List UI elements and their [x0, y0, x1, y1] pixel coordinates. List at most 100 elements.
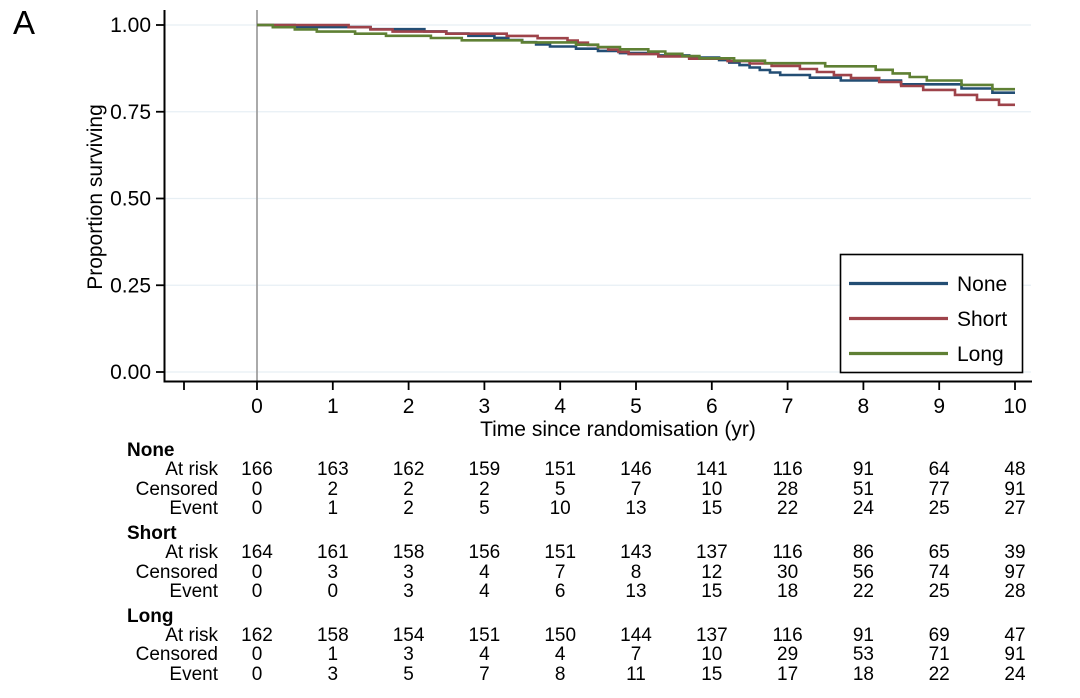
x-tick-label: 1: [327, 395, 339, 418]
risk-value: 2: [403, 478, 414, 500]
risk-value: 2: [327, 478, 339, 500]
risk-value: 0: [251, 498, 263, 520]
x-tick-label: 0: [251, 395, 263, 418]
risk-row-label: At risk: [165, 542, 218, 564]
x-tick-label: 8: [858, 395, 870, 418]
risk-value: 39: [1004, 542, 1026, 564]
risk-value: 56: [852, 561, 874, 583]
legend-entry-long: Long: [849, 343, 1004, 366]
risk-value: 30: [777, 561, 799, 583]
legend-label: Short: [957, 308, 1007, 331]
risk-value: 163: [316, 459, 349, 481]
risk-value: 47: [1004, 625, 1026, 646]
y-tick-label: 0.00: [110, 361, 151, 384]
risk-value: 143: [620, 542, 652, 564]
risk-value: 0: [251, 644, 263, 666]
risk-group-header: Long: [127, 605, 174, 627]
risk-value: 3: [327, 663, 339, 685]
risk-value: 0: [251, 561, 263, 583]
risk-value: 28: [777, 478, 799, 500]
legend-label: None: [957, 273, 1007, 296]
risk-value: 164: [241, 542, 273, 564]
risk-value: 2: [479, 478, 490, 500]
risk-value: 24: [852, 498, 874, 520]
risk-group-header: None: [127, 440, 175, 461]
risk-value: 137: [695, 542, 728, 564]
x-tick-label: 9: [933, 395, 945, 418]
risk-value: 13: [625, 498, 647, 520]
risk-value: 24: [1004, 663, 1026, 685]
risk-value: 166: [241, 459, 273, 481]
risk-value: 10: [701, 644, 723, 666]
risk-value: 17: [777, 663, 799, 685]
risk-row-label: Censored: [135, 561, 218, 583]
risk-value: 150: [544, 625, 577, 646]
risk-value: 116: [772, 459, 803, 481]
risk-value: 91: [1004, 478, 1026, 500]
risk-group-header: Short: [127, 522, 177, 544]
risk-value: 22: [852, 581, 874, 602]
risk-row-label: Event: [169, 498, 218, 520]
risk-value: 86: [852, 542, 874, 564]
risk-value: 3: [403, 561, 414, 583]
risk-value: 141: [695, 459, 728, 481]
risk-value: 18: [777, 581, 799, 602]
risk-value: 2: [403, 498, 414, 520]
risk-value: 97: [1004, 561, 1026, 583]
risk-value: 22: [928, 663, 950, 685]
risk-value: 6: [554, 581, 566, 602]
risk-value: 18: [852, 663, 874, 685]
risk-value: 137: [695, 625, 728, 646]
risk-value: 3: [327, 561, 339, 583]
panel-label: A: [13, 4, 36, 41]
risk-value: 0: [251, 581, 263, 602]
risk-value: 158: [392, 542, 425, 564]
risk-value: 144: [620, 625, 652, 646]
risk-value: 10: [701, 478, 723, 500]
risk-value: 12: [701, 561, 723, 583]
risk-value: 15: [701, 581, 723, 602]
risk-value: 25: [928, 581, 950, 602]
risk-value: 91: [852, 459, 874, 481]
x-tick-label: 4: [554, 395, 566, 418]
curve-long: [257, 23, 1015, 91]
risk-value: 3: [403, 644, 414, 666]
risk-value: 11: [626, 663, 646, 685]
y-tick-label: 0.50: [110, 188, 151, 211]
risk-value: 151: [544, 542, 577, 564]
x-tick-label: 5: [630, 395, 642, 418]
x-axis-title: Time since randomisation (yr): [480, 418, 756, 441]
risk-value: 0: [251, 478, 263, 500]
risk-value: 5: [403, 663, 414, 685]
risk-value: 7: [630, 644, 642, 666]
risk-value: 4: [479, 561, 490, 583]
risk-value: 3: [403, 581, 414, 602]
curve-short: [257, 23, 1015, 107]
risk-value: 0: [251, 663, 263, 685]
risk-value: 161: [316, 542, 349, 564]
legend-entry-none: None: [849, 273, 1007, 296]
risk-value: 7: [479, 663, 490, 685]
risk-value: 4: [554, 644, 566, 666]
risk-value: 1: [327, 644, 339, 666]
risk-row-label: At risk: [165, 459, 218, 481]
risk-value: 64: [928, 459, 950, 481]
km-plot: 1.00 0.75 0.50 0.25 0.00 0 1 2 3 4 5 6 7 8 9 10 None Shor…: [110, 10, 1032, 418]
x-tick-label: 10: [1003, 395, 1026, 418]
x-tick-label: 2: [403, 395, 415, 418]
risk-row-label: At risk: [165, 625, 218, 646]
risk-value: 162: [392, 459, 425, 481]
risk-value: 77: [928, 478, 950, 500]
risk-value: 51: [852, 478, 874, 500]
risk-value: 25: [928, 498, 950, 520]
risk-value: 69: [928, 625, 950, 646]
risk-value: 7: [630, 478, 642, 500]
risk-value: 1: [327, 498, 339, 520]
risk-value: 53: [852, 644, 874, 666]
x-tick-label: 3: [479, 395, 491, 418]
risk-value: 29: [777, 644, 799, 666]
y-tick-label: 0.25: [110, 274, 151, 297]
risk-value: 22: [777, 498, 799, 520]
risk-value: 27: [1004, 498, 1026, 520]
